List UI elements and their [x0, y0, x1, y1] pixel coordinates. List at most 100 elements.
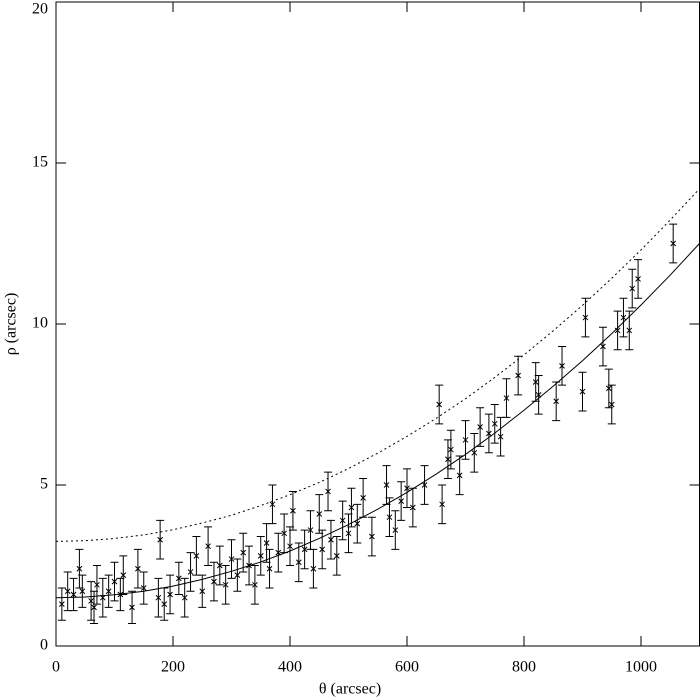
point-marker: [532, 379, 539, 385]
point-marker: [70, 591, 77, 598]
point-marker: [205, 543, 211, 550]
point-marker: [328, 536, 334, 543]
point-marker: [626, 327, 633, 334]
fit-curve: [55, 243, 700, 599]
point-marker: [79, 588, 86, 595]
point-marker: [216, 562, 223, 569]
x-tick-label: 800: [512, 659, 536, 676]
point-marker: [515, 372, 522, 379]
point-marker: [345, 530, 352, 537]
point-marker: [140, 585, 147, 591]
point-marker: [559, 363, 565, 369]
point-marker: [462, 437, 469, 443]
point-marker: [670, 240, 677, 247]
point-marker: [456, 472, 463, 479]
point-marker: [307, 527, 314, 533]
point-marker: [582, 314, 589, 321]
point-marker: [608, 401, 615, 408]
point-marker: [155, 594, 162, 601]
point-marker: [290, 507, 296, 514]
point-marker: [614, 327, 621, 334]
point-marker: [175, 575, 182, 582]
x-tick-label: 1000: [625, 659, 657, 676]
point-marker: [301, 546, 308, 553]
point-marker: [120, 572, 127, 579]
point-marker: [369, 533, 375, 540]
point-marker: [409, 504, 416, 511]
point-marker: [94, 581, 100, 588]
point-marker: [620, 314, 627, 321]
point-marker: [181, 594, 188, 601]
y-tick-label: 15: [32, 154, 48, 171]
point-marker: [503, 395, 510, 401]
point-marker: [386, 514, 393, 521]
point-marker: [222, 581, 229, 588]
point-marker: [161, 601, 168, 607]
point-marker: [287, 543, 293, 550]
point-marker: [477, 424, 483, 430]
point-marker: [193, 552, 200, 559]
point-marker: [333, 552, 340, 559]
point-marker: [354, 520, 361, 527]
point-marker: [269, 501, 276, 508]
point-marker: [240, 549, 247, 556]
point-marker: [310, 565, 317, 572]
x-tick-label: 400: [278, 659, 302, 676]
point-marker: [129, 604, 135, 611]
point-marker: [398, 498, 405, 504]
point-marker: [404, 485, 410, 492]
point-marker: [471, 449, 478, 456]
y-tick-label: 20: [32, 1, 48, 18]
x-tick-label: 0: [52, 659, 60, 676]
point-marker: [135, 565, 141, 572]
y-tick-label: 5: [40, 476, 48, 493]
point-marker: [319, 546, 326, 553]
point-marker: [58, 601, 65, 607]
point-marker: [448, 446, 454, 453]
y-tick-label: 10: [32, 315, 48, 332]
point-marker: [263, 540, 270, 546]
point-marker: [316, 511, 323, 517]
x-axis-label: θ (arcsec): [319, 681, 381, 698]
point-marker: [600, 343, 606, 350]
point-marker: [157, 536, 163, 543]
point-marker: [111, 578, 118, 585]
point-marker: [579, 388, 586, 395]
point-marker: [360, 495, 366, 501]
point-marker: [439, 501, 445, 508]
point-marker: [497, 433, 504, 440]
point-marker: [325, 488, 331, 495]
point-marker: [486, 430, 492, 437]
point-marker: [445, 456, 451, 463]
point-marker: [88, 598, 94, 604]
point-marker: [105, 588, 112, 595]
point-marker: [234, 572, 241, 579]
point-marker: [553, 398, 560, 405]
point-marker: [64, 588, 71, 595]
point-marker: [491, 420, 498, 427]
point-marker: [605, 385, 612, 392]
y-axis-label: ρ (arcsec): [3, 293, 20, 356]
x-tick-label: 600: [395, 659, 419, 676]
point-marker: [629, 285, 636, 292]
y-tick-label: 0: [40, 637, 48, 654]
point-marker: [436, 401, 443, 408]
point-marker: [228, 556, 235, 562]
point-marker: [187, 569, 194, 575]
point-marker: [383, 482, 390, 488]
point-marker: [421, 482, 428, 488]
point-marker: [392, 527, 399, 533]
point-marker: [295, 559, 302, 566]
point-marker: [281, 530, 288, 537]
point-marker: [76, 565, 83, 572]
point-marker: [91, 604, 97, 611]
x-tick-label: 200: [161, 659, 185, 676]
point-marker: [257, 552, 264, 559]
plot-frame: [55, 1, 700, 647]
point-marker: [348, 504, 355, 511]
point-marker: [199, 588, 206, 595]
point-marker: [266, 565, 273, 572]
point-marker: [252, 581, 258, 588]
point-marker: [339, 517, 346, 524]
